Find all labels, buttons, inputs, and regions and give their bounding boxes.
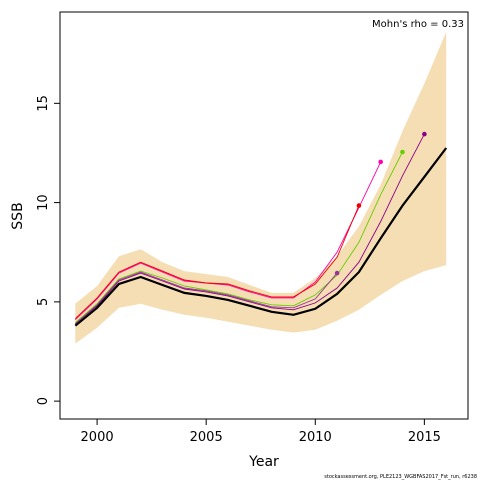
- peel-endpoint-4: [356, 203, 362, 208]
- main-series-layer: [74, 147, 448, 327]
- footer-credit: stockassessment.org, PLE2123_WGBFAS2017_…: [324, 474, 477, 480]
- x-tick-label: 2000: [81, 430, 114, 445]
- peel-endpoint-1: [422, 131, 427, 137]
- x-axis: 2000 2005 2010 2015: [81, 419, 441, 445]
- peel-endpoint-3: [378, 159, 384, 165]
- ssb-main-line: [74, 147, 448, 327]
- y-tick-label: 15: [36, 95, 51, 112]
- x-tick-label: 2015: [408, 430, 441, 445]
- peel-endpoint-2: [400, 149, 405, 155]
- y-axis: 0 5 10 15: [36, 95, 60, 405]
- peel-line-5: [75, 271, 338, 325]
- x-tick-label: 2005: [190, 430, 223, 445]
- y-tick-label: 0: [36, 397, 51, 405]
- mohns-rho-annotation: Mohn's rho = 0.33: [372, 19, 464, 30]
- peel-line-3: [74, 161, 382, 321]
- y-tick-label: 10: [36, 194, 51, 211]
- peel-line-1: [75, 133, 425, 325]
- peel-line-4: [74, 205, 360, 320]
- plot-frame: [59, 11, 469, 420]
- x-axis-title: Year: [248, 454, 279, 470]
- y-axis-title: SSB: [10, 202, 26, 229]
- x-tick-label: 2010: [299, 430, 332, 445]
- y-tick-label: 5: [36, 298, 51, 306]
- confidence-band: [75, 31, 447, 344]
- peel-endpoint-5: [334, 270, 340, 276]
- peel-series-layer: [74, 131, 427, 325]
- confidence-band-layer: [75, 31, 447, 344]
- peel-line-2: [75, 151, 403, 324]
